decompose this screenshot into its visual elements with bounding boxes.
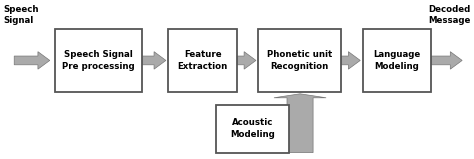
FancyArrow shape	[431, 52, 462, 69]
Text: Acoustic
Modeling: Acoustic Modeling	[230, 118, 275, 139]
FancyBboxPatch shape	[55, 29, 142, 92]
FancyArrow shape	[274, 94, 326, 153]
Text: Decoded
Message: Decoded Message	[428, 5, 470, 25]
FancyArrow shape	[142, 52, 166, 69]
FancyBboxPatch shape	[363, 29, 431, 92]
FancyBboxPatch shape	[258, 29, 341, 92]
FancyBboxPatch shape	[168, 29, 237, 92]
FancyBboxPatch shape	[216, 105, 289, 153]
FancyArrow shape	[237, 52, 256, 69]
Text: Speech
Signal: Speech Signal	[4, 5, 39, 25]
Text: Speech Signal
Pre processing: Speech Signal Pre processing	[62, 50, 135, 71]
Text: Phonetic unit
Recognition: Phonetic unit Recognition	[267, 50, 332, 71]
Text: Language
Modeling: Language Modeling	[374, 50, 420, 71]
FancyArrow shape	[14, 52, 50, 69]
Text: Feature
Extraction: Feature Extraction	[177, 50, 228, 71]
FancyArrow shape	[341, 52, 360, 69]
